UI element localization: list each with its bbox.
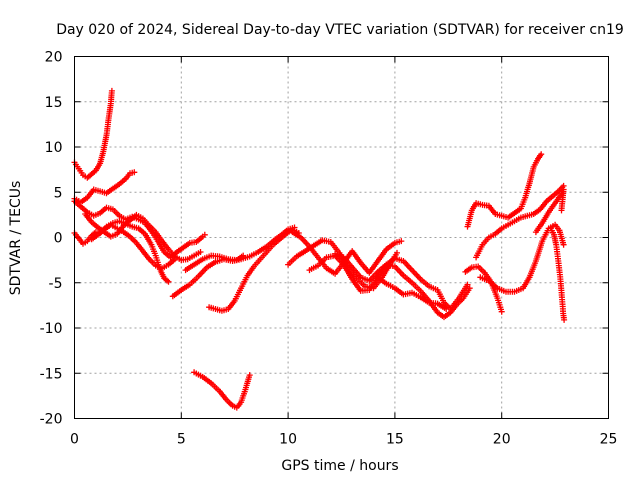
plot-frame — [74, 56, 609, 419]
y-tick-label: 0 — [54, 231, 63, 247]
y-tick-label: 20 — [45, 50, 63, 66]
y-tick-label: -15 — [40, 366, 63, 382]
x-tick-label: 25 — [600, 432, 618, 448]
data-point — [240, 252, 247, 259]
series-arc-t — [532, 186, 567, 236]
x-tick-label: 10 — [279, 432, 297, 448]
data-point — [443, 306, 450, 312]
x-tick-label: 0 — [70, 432, 79, 448]
data-point — [464, 281, 471, 288]
x-axis-label: GPS time / hours — [281, 458, 398, 474]
series-arc-g — [169, 224, 298, 300]
y-tick-label: -5 — [49, 276, 63, 292]
data-point — [171, 256, 178, 263]
data-point — [558, 207, 565, 214]
data-series — [71, 87, 568, 411]
series-arc-s — [477, 221, 567, 295]
data-point — [538, 151, 545, 158]
series-arc-n — [332, 250, 471, 312]
grid-lines — [74, 56, 609, 419]
data-point — [398, 238, 405, 245]
data-point — [201, 231, 208, 238]
series-arc-f — [88, 221, 178, 272]
data-point — [131, 169, 138, 176]
data-point — [165, 278, 172, 285]
series-arc-o — [374, 274, 450, 312]
data-point — [108, 87, 115, 94]
y-tick-label: -10 — [40, 321, 63, 337]
y-tick-label: 15 — [45, 95, 63, 111]
series-arc-h — [182, 252, 247, 274]
y-tick-label: 5 — [54, 185, 63, 201]
data-point — [197, 249, 204, 255]
y-tick-label: -20 — [40, 412, 63, 428]
y-axis-label: SDTVAR / TECUs — [8, 181, 24, 296]
x-tick-label: 5 — [177, 432, 186, 448]
y-tick-labels: 20 15 10 5 0 -5 -10 -15 -20 — [40, 50, 63, 428]
y-tick-label: 10 — [45, 140, 63, 156]
x-tick-label: 20 — [493, 432, 511, 448]
data-point — [246, 372, 253, 379]
series-arc-r — [473, 182, 567, 261]
series-arc-q — [464, 151, 545, 230]
x-tick-label: 15 — [386, 432, 404, 448]
chart-title: Day 020 of 2024, Sidereal Day-to-day VTE… — [56, 22, 624, 38]
x-tick-labels: 0 5 10 15 20 25 — [70, 432, 617, 448]
data-point — [394, 249, 400, 256]
data-point — [561, 316, 568, 323]
data-point — [498, 308, 505, 315]
data-point — [560, 241, 567, 248]
series-arc-i — [206, 226, 302, 314]
series-arc-a — [71, 87, 115, 181]
series-arc-j — [191, 369, 253, 411]
series-arc-u — [547, 225, 568, 323]
